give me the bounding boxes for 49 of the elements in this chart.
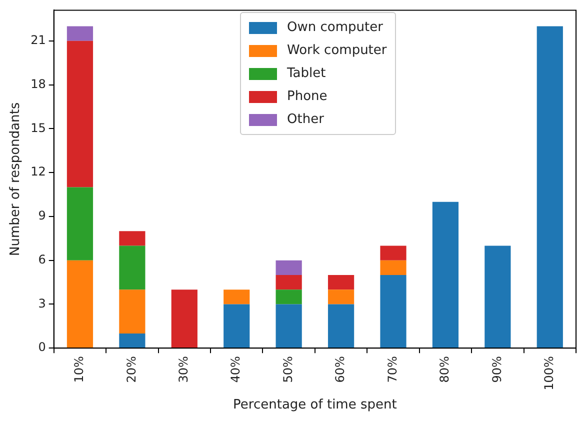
bar xyxy=(276,274,302,290)
x-tick-label: 10% xyxy=(72,356,86,383)
bar xyxy=(328,274,354,290)
bar xyxy=(380,260,406,275)
bar xyxy=(432,202,459,348)
bar xyxy=(119,290,146,334)
bar xyxy=(380,246,406,260)
bar xyxy=(276,290,302,304)
y-tick-label: 15 xyxy=(30,120,46,135)
x-tick-label: 30% xyxy=(176,356,191,383)
bar xyxy=(119,333,146,348)
bar xyxy=(66,40,94,188)
legend-label: Other xyxy=(287,112,324,127)
bar xyxy=(119,231,146,246)
legend-label: Tablet xyxy=(287,66,326,81)
bar xyxy=(380,274,406,348)
y-tick-label: 0 xyxy=(38,340,46,354)
x-axis-title: Percentage of time spent xyxy=(233,398,397,413)
legend-label: Phone xyxy=(287,89,328,104)
bar xyxy=(171,290,198,348)
bar xyxy=(328,304,354,348)
legend-label: Work computer xyxy=(287,43,387,58)
legend-label: Own computer xyxy=(287,20,383,35)
y-tick-label: 21 xyxy=(30,33,46,48)
y-tick-label: 3 xyxy=(38,296,46,310)
y-tick-label: 18 xyxy=(30,76,46,91)
y-tick-label: 6 xyxy=(38,252,46,266)
x-tick-label: 60% xyxy=(333,356,348,383)
bar xyxy=(66,187,94,260)
bar xyxy=(328,290,354,304)
bar xyxy=(224,290,250,304)
x-tick-label: 90% xyxy=(490,356,504,383)
x-tick-label: 70% xyxy=(385,356,400,383)
bar xyxy=(119,246,146,290)
bar xyxy=(66,26,94,41)
x-tick-label: 80% xyxy=(438,356,452,383)
bar xyxy=(224,304,250,348)
x-tick-label: 20% xyxy=(124,356,138,383)
bar xyxy=(276,304,302,348)
bar xyxy=(276,260,302,275)
x-tick-label: 50% xyxy=(280,356,295,383)
y-tick-label: 9 xyxy=(38,208,46,223)
bar xyxy=(536,26,563,348)
x-tick-label: 100% xyxy=(542,356,556,390)
bar xyxy=(484,246,511,348)
y-tick-label: 12 xyxy=(30,164,46,179)
y-axis-title: Number of respondants xyxy=(8,102,24,256)
bar xyxy=(66,260,94,348)
x-tick-label: 40% xyxy=(228,356,243,383)
